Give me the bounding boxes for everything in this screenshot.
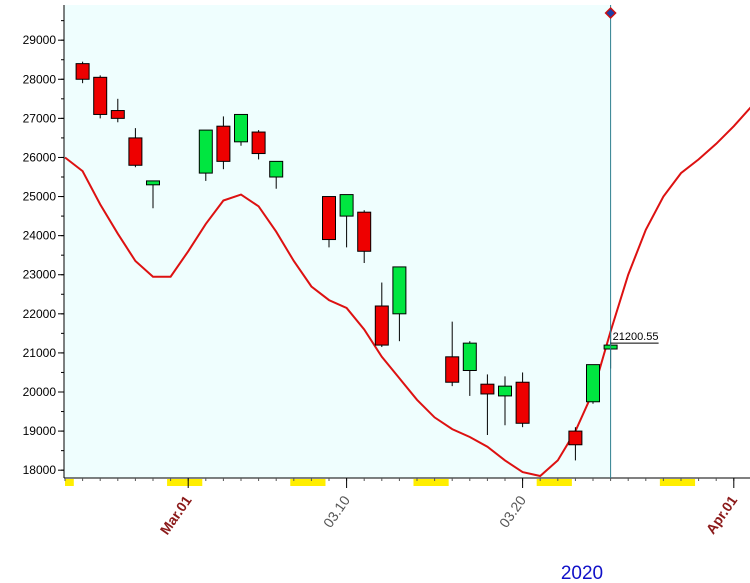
y-tick-label: 19000 bbox=[23, 424, 57, 438]
candle-up bbox=[198, 129, 213, 174]
weekend-marker bbox=[65, 479, 74, 486]
candle-up bbox=[586, 364, 600, 403]
y-tick-label: 29000 bbox=[23, 33, 57, 47]
weekend-marker bbox=[413, 479, 449, 486]
candle-down bbox=[374, 305, 389, 346]
y-tick-label: 25000 bbox=[23, 190, 57, 204]
candle-up bbox=[269, 160, 284, 178]
cursor-diamond-marker bbox=[604, 6, 617, 20]
candle-down bbox=[75, 63, 90, 80]
x-tick-label: 03.20 bbox=[496, 492, 529, 530]
candle-up bbox=[392, 266, 407, 315]
plot-background-future bbox=[610, 5, 750, 478]
x-tick-label: Apr.01 bbox=[703, 492, 741, 536]
candle-down bbox=[216, 125, 231, 162]
candle-up bbox=[234, 113, 248, 143]
candle-up bbox=[462, 342, 477, 371]
x-tick-label: Mar.01 bbox=[157, 492, 195, 537]
y-tick-label: 22000 bbox=[23, 307, 57, 321]
candle-down bbox=[93, 76, 108, 115]
weekend-marker bbox=[659, 479, 696, 486]
y-tick-label: 23000 bbox=[23, 268, 57, 282]
x-tick-label: 03.10 bbox=[320, 492, 353, 530]
y-tick-label: 18000 bbox=[23, 463, 57, 477]
candle-down bbox=[568, 430, 583, 446]
candle-down bbox=[445, 356, 460, 383]
weekend-marker bbox=[290, 479, 326, 486]
moving-average-line bbox=[64, 106, 750, 478]
weekend-marker bbox=[167, 479, 203, 486]
candle-down bbox=[322, 196, 336, 241]
candle-down bbox=[128, 137, 143, 166]
y-tick-label: 20000 bbox=[23, 385, 57, 399]
candle-up bbox=[498, 385, 512, 397]
y-tick-label: 26000 bbox=[23, 150, 57, 164]
candle-down bbox=[515, 381, 530, 424]
y-tick-label: 27000 bbox=[23, 111, 57, 125]
candle-down bbox=[110, 110, 125, 119]
candle-down bbox=[357, 211, 372, 252]
candle-down bbox=[251, 131, 266, 155]
year-label: 2020 bbox=[561, 563, 603, 583]
candle-down bbox=[480, 383, 495, 395]
candle-up bbox=[146, 180, 160, 186]
y-tick-label: 28000 bbox=[23, 72, 57, 86]
y-tick-label: 21000 bbox=[23, 346, 57, 360]
cursor-price-label: 21200.55 bbox=[613, 331, 659, 343]
candle-up bbox=[339, 194, 354, 217]
weekend-marker bbox=[536, 479, 572, 486]
y-tick-label: 24000 bbox=[23, 229, 57, 243]
